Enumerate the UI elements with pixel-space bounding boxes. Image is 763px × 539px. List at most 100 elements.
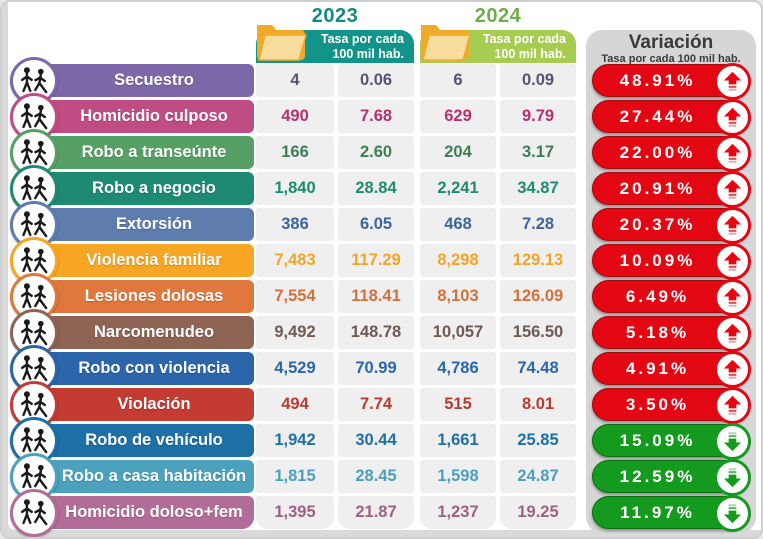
count-2024-cell: 6 <box>420 64 496 97</box>
count-2024-cell: 1,661 <box>420 424 496 457</box>
trend-up-icon <box>714 278 751 316</box>
rate-2024-cell: 34.87 <box>500 172 576 205</box>
table-row: Homicidio doloso+fem 1,395 21.87 1,237 1… <box>10 488 751 537</box>
table-row: Robo a transeúnte 166 2.60 204 3.17 22.0… <box>10 128 751 177</box>
count-2024-cell: 515 <box>420 388 496 421</box>
rate-2024-cell: 24.87 <box>500 460 576 493</box>
trend-up-icon <box>714 170 751 208</box>
folder-icon <box>252 13 308 61</box>
count-2023-cell: 9,492 <box>256 316 334 349</box>
trend-up-icon <box>714 62 751 100</box>
count-2024-cell: 8,103 <box>420 280 496 313</box>
table-row: Extorsión 386 6.05 468 7.28 20.37% <box>10 200 751 249</box>
count-2023-cell: 1,942 <box>256 424 334 457</box>
variation-pill: 11.97% <box>592 494 751 532</box>
rate-2024-cell: 3.17 <box>500 136 576 169</box>
table-row: Robo con violencia 4,529 70.99 4,786 74.… <box>10 344 751 393</box>
crime-label: Violencia familiar <box>86 251 222 269</box>
crime-label-bar: Secuestro <box>32 64 254 97</box>
table-row: Secuestro 4 0.06 6 0.09 48.91% <box>10 56 751 105</box>
crime-label-bar: Violencia familiar <box>32 244 254 277</box>
variation-percent: 6.49% <box>625 286 690 306</box>
count-2024-cell: 10,057 <box>420 316 496 349</box>
rate-2023-cell: 7.68 <box>338 100 414 133</box>
variation-pill: 10.09% <box>592 242 751 280</box>
rate-2024-cell: 7.28 <box>500 208 576 241</box>
variation-percent: 15.09% <box>619 430 696 450</box>
rate-2024-cell: 74.48 <box>500 352 576 385</box>
crime-label: Robo de vehículo <box>85 431 223 449</box>
crime-label-bar: Narcomenudeo <box>32 316 254 349</box>
variation-percent: 12.59% <box>619 466 696 486</box>
variation-pill: 22.00% <box>592 134 751 172</box>
crime-label: Extorsión <box>115 215 193 233</box>
variation-percent: 5.18% <box>625 322 690 342</box>
variation-pill: 3.50% <box>592 386 751 424</box>
variation-pill: 4.91% <box>592 350 751 388</box>
rate-2024-cell: 0.09 <box>500 64 576 97</box>
variation-subtitle: Tasa por cada 100 mil hab. <box>601 52 741 65</box>
rate-2024-cell: 156.50 <box>500 316 576 349</box>
table-row: Robo a casa habitación 1,815 28.45 1,598… <box>10 452 751 501</box>
count-2024-cell: 468 <box>420 208 496 241</box>
variation-percent: 22.00% <box>619 142 696 162</box>
folder-icon <box>416 13 472 61</box>
crime-label-bar: Homicidio culposo <box>32 100 254 133</box>
table-row: Robo a negocio 1,840 28.84 2,241 34.87 2… <box>10 164 751 213</box>
crime-label-bar: Robo a transeúnte <box>32 136 254 169</box>
count-2024-cell: 4,786 <box>420 352 496 385</box>
rate-2023-cell: 70.99 <box>338 352 414 385</box>
count-2023-cell: 7,483 <box>256 244 334 277</box>
count-2023-cell: 490 <box>256 100 334 133</box>
variation-pill: 5.18% <box>592 314 751 352</box>
rate-caption-2024: Tasa por cada 100 mil hab. <box>482 31 566 61</box>
variation-percent: 48.91% <box>619 70 696 90</box>
rate-2023-cell: 118.41 <box>338 280 414 313</box>
crime-label: Robo con violencia <box>78 359 230 377</box>
table-row: Narcomenudeo 9,492 148.78 10,057 156.50 … <box>10 308 751 357</box>
table-row: Violencia familiar 7,483 117.29 8,298 12… <box>10 236 751 285</box>
variation-percent: 11.97% <box>620 502 695 522</box>
trend-up-icon <box>714 134 751 172</box>
rate-2023-cell: 28.84 <box>338 172 414 205</box>
count-2023-cell: 1,840 <box>256 172 334 205</box>
year-2024-title: 2024 <box>474 4 522 27</box>
variation-percent: 10.09% <box>619 250 696 270</box>
rate-2023-cell: 148.78 <box>338 316 414 349</box>
variation-pill: 12.59% <box>592 458 751 496</box>
rate-2024-cell: 9.79 <box>500 100 576 133</box>
count-2023-cell: 4 <box>256 64 334 97</box>
trend-down-icon <box>714 458 751 496</box>
rate-2023-cell: 117.29 <box>338 244 414 277</box>
variation-percent: 20.91% <box>619 178 696 198</box>
crime-label: Lesiones dolosas <box>84 287 224 305</box>
trend-up-icon <box>714 386 751 424</box>
rate-2024-cell: 25.85 <box>500 424 576 457</box>
trend-down-icon <box>714 422 751 460</box>
count-2023-cell: 1,815 <box>256 460 334 493</box>
crime-label: Homicidio culposo <box>80 107 228 125</box>
rate-2023-cell: 28.45 <box>338 460 414 493</box>
variation-pill: 48.91% <box>592 62 751 100</box>
year-2023-title: 2023 <box>311 4 359 27</box>
rate-2024-cell: 126.09 <box>500 280 576 313</box>
crime-label: Violación <box>117 395 191 413</box>
count-2023-cell: 7,554 <box>256 280 334 313</box>
crime-label-bar: Robo de vehículo <box>32 424 254 457</box>
rate-2024-cell: 19.25 <box>500 496 576 529</box>
crime-label: Robo a casa habitación <box>61 467 247 485</box>
count-2023-cell: 1,395 <box>256 496 334 529</box>
rate-2023-cell: 7.74 <box>338 388 414 421</box>
crime-label-bar: Robo a negocio <box>32 172 254 205</box>
table-row: Violación 494 7.74 515 8.01 3.50% <box>10 380 751 429</box>
rate-2023-cell: 6.05 <box>338 208 414 241</box>
rate-2023-cell: 0.06 <box>338 64 414 97</box>
rate-2023-cell: 30.44 <box>338 424 414 457</box>
count-2023-cell: 494 <box>256 388 334 421</box>
trend-down-icon <box>714 494 751 532</box>
crime-label: Secuestro <box>114 71 194 89</box>
crime-label-bar: Lesiones dolosas <box>32 280 254 313</box>
trend-up-icon <box>714 98 751 136</box>
count-2024-cell: 8,298 <box>420 244 496 277</box>
